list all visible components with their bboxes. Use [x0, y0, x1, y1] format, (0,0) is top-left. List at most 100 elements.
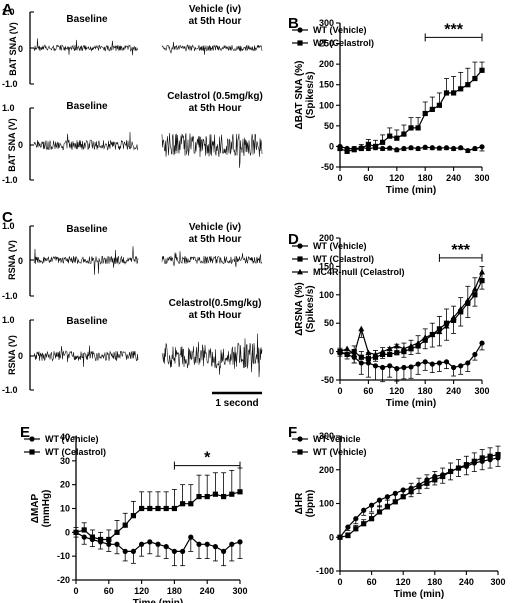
- y-axis-label-unit: (bpm): [305, 490, 316, 518]
- data-point: [436, 360, 442, 366]
- y-tick-label: 200: [319, 233, 334, 243]
- data-point: [429, 331, 436, 337]
- data-point: [458, 145, 464, 151]
- data-point: [455, 465, 462, 471]
- data-point: [448, 468, 454, 475]
- y-tick-label: 0: [329, 532, 334, 542]
- data-point: [369, 502, 375, 508]
- data-point: [353, 526, 359, 532]
- data-point: [358, 360, 364, 366]
- panel-c-row1-right-title-1: Vehicle (iv): [189, 222, 241, 233]
- legend-marker: [297, 27, 303, 33]
- data-point: [443, 322, 450, 329]
- x-tick-label: 0: [337, 577, 342, 587]
- data-point: [155, 541, 161, 547]
- data-point: [98, 536, 104, 543]
- panel-a-ylabel-bottom: BAT SNA (V): [7, 118, 17, 172]
- data-point: [114, 529, 120, 535]
- panel-a-row2-right-title-2: at 5th Hour: [189, 103, 242, 114]
- panel-a-ytick-bot-1: 1.0: [2, 103, 15, 113]
- x-tick-label: 180: [427, 577, 442, 587]
- panel-c-letter: C: [2, 209, 13, 226]
- y-axis-label: ΔRSNA (%): [294, 282, 305, 335]
- legend-marker: [29, 449, 35, 455]
- series-1: [337, 455, 501, 540]
- panel-a-row2-left-title: Baseline: [66, 101, 108, 112]
- data-point: [122, 522, 128, 528]
- data-point: [472, 145, 478, 152]
- data-point: [465, 360, 471, 366]
- data-point: [372, 351, 379, 357]
- data-point: [372, 363, 379, 369]
- data-point: [376, 509, 383, 515]
- data-point: [416, 484, 422, 490]
- x-tick-label: 180: [418, 173, 433, 183]
- data-point: [450, 314, 457, 320]
- series-2: [73, 467, 243, 543]
- data-point: [429, 145, 435, 151]
- data-point: [451, 145, 457, 152]
- data-point: [415, 339, 422, 346]
- legend-marker: [29, 436, 35, 442]
- data-point: [163, 505, 169, 512]
- data-point: [400, 494, 406, 500]
- data-point: [384, 494, 390, 500]
- data-point: [424, 480, 430, 486]
- panel-a-ytick-top-0: 0: [18, 44, 23, 54]
- legend-label: MC4R-null (Celastrol): [313, 267, 405, 277]
- y-axis-label: ΔBAT SNA (%): [294, 61, 305, 130]
- data-point: [188, 534, 194, 540]
- data-point: [387, 363, 393, 369]
- panel-a-letter: A: [2, 1, 13, 18]
- data-point: [394, 147, 400, 153]
- chart-e: E -20 -10 0 10 20 30 40 0 60 120 180 240 300 Time (min…: [20, 424, 248, 603]
- y-tick-label: 0: [65, 527, 70, 537]
- data-point: [401, 145, 407, 152]
- panel-c-ytick-bot-m1: -1.0: [2, 385, 18, 395]
- x-tick-label: 120: [389, 173, 404, 183]
- data-point: [400, 345, 407, 352]
- legend-marker: [297, 268, 303, 275]
- y-tick-label: 300: [319, 431, 334, 441]
- significance-label: ***: [451, 242, 470, 259]
- y-tick-label: 0: [329, 141, 334, 151]
- data-point: [358, 354, 364, 360]
- data-point: [401, 131, 407, 137]
- data-point: [147, 539, 153, 545]
- significance-label: ***: [444, 21, 463, 38]
- panel-c-ytick-top-m1: -1.0: [2, 291, 18, 301]
- data-point: [380, 364, 386, 371]
- data-point: [365, 349, 372, 356]
- data-point: [237, 539, 243, 545]
- y-tick-label: 100: [319, 100, 334, 110]
- data-point: [436, 328, 443, 335]
- legend-marker: [297, 243, 303, 249]
- panel-a: A BAT SNA (V) 1.0 0 -1.0 Baseline Vehicl…: [2, 1, 263, 185]
- data-point: [180, 501, 186, 507]
- y-tick-label: 250: [319, 39, 334, 49]
- y-tick-label: 40: [60, 432, 70, 442]
- y-tick-label: 50: [324, 318, 334, 328]
- panel-a-ytick-top-1: 1.0: [2, 7, 15, 17]
- data-point: [180, 548, 186, 555]
- data-point: [358, 325, 365, 332]
- data-point: [422, 144, 428, 150]
- panel-c-ytick-bot-0: 0: [18, 351, 23, 361]
- data-point: [365, 360, 371, 366]
- data-point: [204, 541, 210, 547]
- data-point: [345, 532, 351, 539]
- x-tick-label: 240: [459, 577, 474, 587]
- data-point: [451, 364, 457, 371]
- panel-c: C RSNA (V) 1.0 0 -1.0 Baseline Vehicle (…: [2, 209, 263, 409]
- y-tick-label: 300: [319, 18, 334, 28]
- data-point: [221, 493, 227, 500]
- y-tick-label: 50: [324, 121, 334, 131]
- trace-c-row1-right: [161, 251, 263, 268]
- trace-a-row2-left: [33, 131, 139, 151]
- panel-c-ytick-top-1: 1.0: [2, 221, 15, 231]
- data-point: [106, 536, 112, 543]
- data-point: [229, 541, 235, 547]
- data-point: [337, 348, 343, 354]
- data-point: [472, 351, 478, 358]
